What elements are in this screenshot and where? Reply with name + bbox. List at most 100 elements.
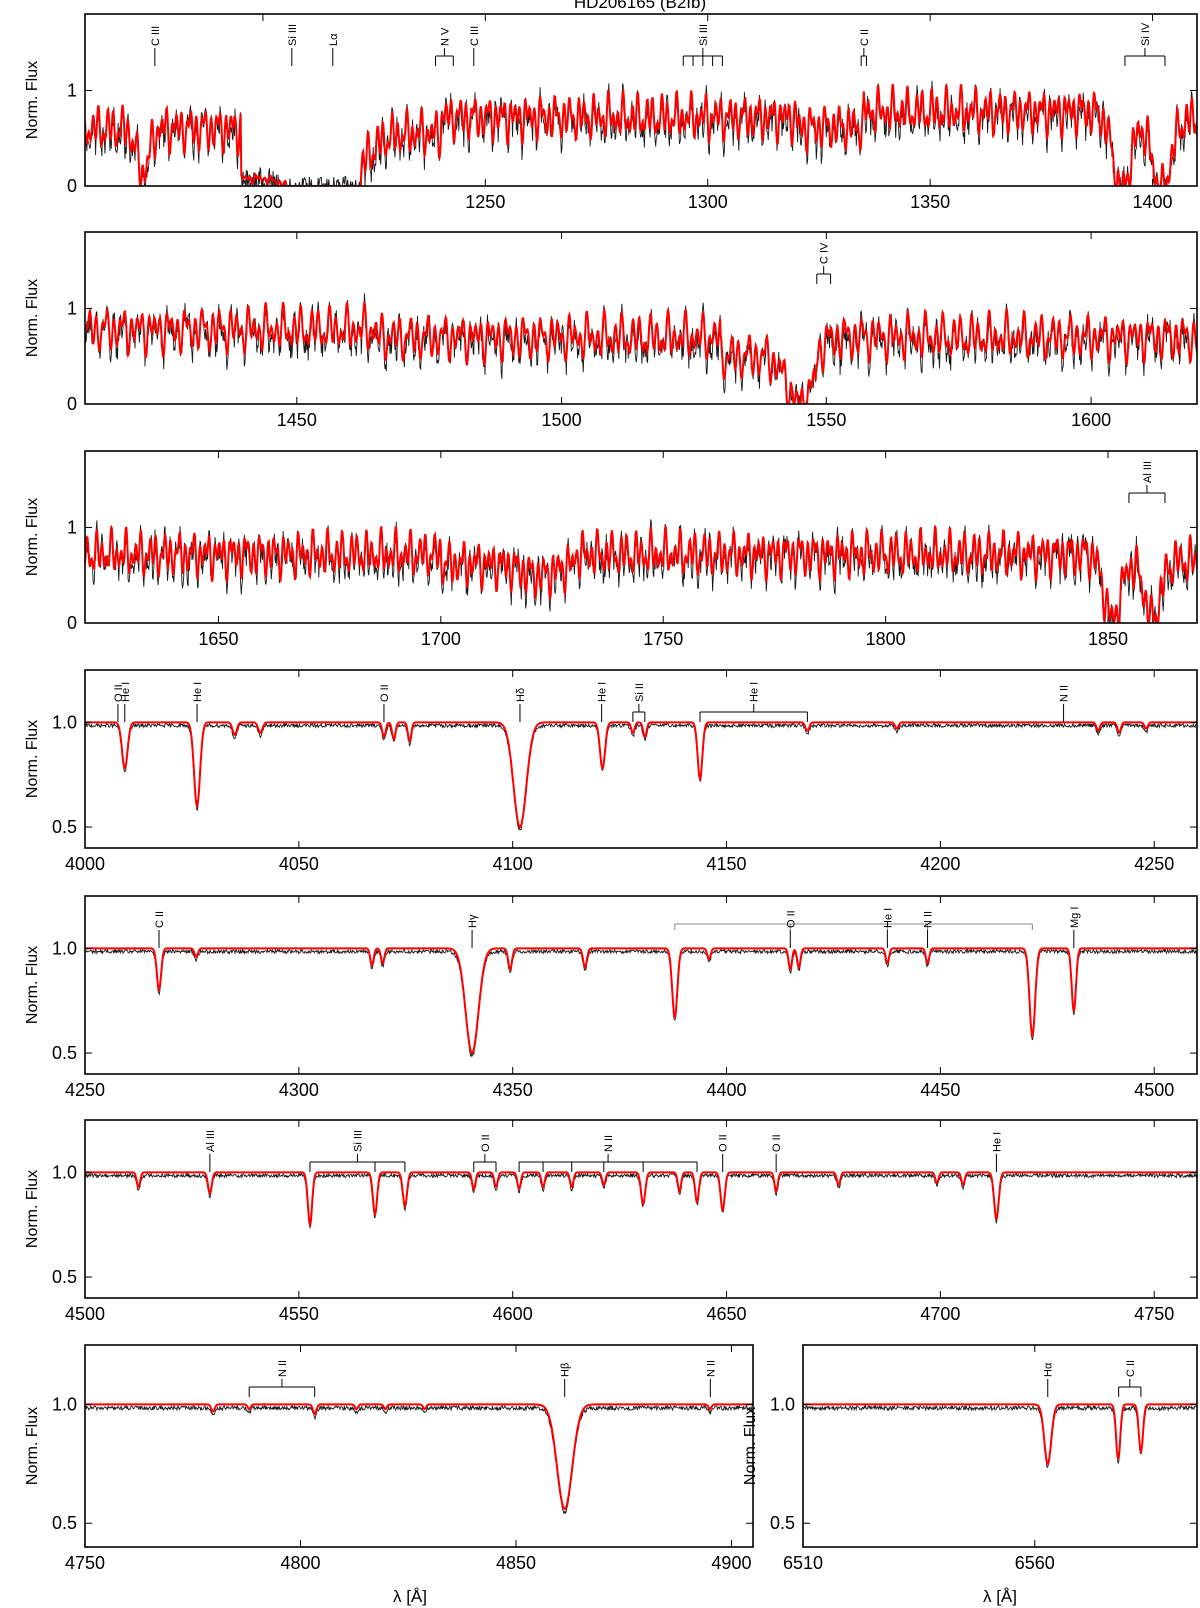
line-id-marker: He I [597,682,609,722]
x-tick-label: 4750 [1134,1304,1174,1324]
line-id-label: C II [154,911,166,928]
line-id-marker: Hδ [515,688,527,722]
line-id-label: Si III [698,24,710,46]
line-id-marker: N II [518,1135,698,1172]
model-spectrum-line [803,1403,1197,1466]
y-tick-label: 1.0 [52,1394,77,1414]
line-id-label: Hγ [467,914,479,928]
x-tick-label: 1750 [643,629,683,649]
x-tick-label: 1200 [243,192,283,212]
line-id-marker: He I [882,908,894,948]
x-tick-label: 6560 [1015,1553,1055,1573]
observed-spectrum-line [85,1171,1197,1230]
line-id-label: O II [771,1134,783,1152]
line-id-label: O II [379,684,391,702]
line-id-marker: C II [859,29,871,66]
x-tick-label: 4400 [707,1080,747,1100]
x-tick-label: 1550 [806,410,846,430]
panel-uv2: 1450 1500 1550 1600 0 1 Norm. Flux C IV [24,231,1198,430]
line-id-label: C III [469,26,481,46]
line-id-marker: N II [923,911,935,948]
x-tick-label: 4000 [65,854,105,874]
model-spectrum-line [85,1403,753,1510]
y-tick-label: 1 [67,80,77,100]
y-tick-label: 0 [67,613,77,633]
line-id-label: O II [113,684,125,702]
panel-opt5: 6510 6560 0.5 1.0 Norm. Flux Hα C II [742,1344,1198,1573]
y-tick-label: 0.5 [770,1513,795,1533]
model-spectrum-line [85,525,1197,623]
y-tick-label: 0.5 [52,1513,77,1533]
line-id-marker: O II [473,1134,497,1172]
line-id-label: O II [718,1134,730,1152]
y-tick-label: 0.5 [52,1043,77,1063]
x-tick-label: 4050 [279,854,319,874]
x-tick-label: 4500 [65,1304,105,1324]
plot-frame [84,669,1198,849]
line-id-label: Al III [205,1130,217,1152]
x-tick-label: 1800 [866,629,906,649]
line-id-marker: He I [120,682,132,722]
y-axis-label: Norm. Flux [24,498,41,576]
x-tick-label: 1350 [910,192,950,212]
line-id-marker: Al III [205,1130,217,1172]
x-tick-label: 1600 [1071,410,1111,430]
line-id-marker: C III [469,26,481,66]
line-id-label: Hδ [515,688,527,702]
observed-spectrum-line [85,293,1197,404]
line-id-label: Si III [287,24,299,46]
line-id-label: He I [882,908,894,928]
x-tick-label: 1400 [1132,192,1172,212]
line-id-label: N II [923,911,935,928]
x-tick-label: 1250 [465,192,505,212]
x-tick-label: 4500 [1134,1080,1174,1100]
line-id-marker: Si III [682,24,723,66]
model-spectrum-line [85,947,1197,1055]
line-id-label: O II [480,1134,492,1152]
x-axis-label-right: λ [Å] [983,1587,1017,1606]
plot-frame [84,1344,754,1548]
observed-spectrum-line [85,721,1197,831]
x-tick-label: 4200 [920,854,960,874]
line-id-marker: Al III [1128,461,1166,503]
line-id-marker: C II [1118,1360,1142,1397]
line-id-label: Lα [328,33,340,46]
line-id-label: He I [192,682,204,702]
line-id-marker: O II [771,1134,783,1172]
panel-opt1: 4000 4050 4100 4150 4200 4250 0.5 1.0 Norm. Flux… [24,669,1198,874]
x-tick-label: 4800 [280,1553,320,1573]
y-tick-label: 0.5 [52,817,77,837]
y-axis-label: Norm. Flux [742,1407,759,1485]
x-tick-label: 4150 [707,854,747,874]
line-id-marker: N II [1059,685,1071,722]
plot-frame [802,1344,1198,1548]
x-tick-label: 4650 [707,1304,747,1324]
x-tick-label: 6510 [783,1553,823,1573]
model-spectrum-line [85,1171,1197,1229]
y-tick-label: 1 [67,517,77,537]
y-axis-label: Norm. Flux [24,1407,41,1485]
line-id-label: He I [120,682,132,702]
y-axis-label: Norm. Flux [24,1170,41,1248]
y-axis-label: Norm. Flux [24,279,41,357]
x-axis-label-left: λ [Å] [393,1587,427,1606]
line-id-label: He I [991,1132,1003,1152]
line-id-label: N II [1059,685,1071,702]
x-tick-label: 1450 [277,410,317,430]
line-id-label: C III [150,26,162,46]
line-id-marker: O II [785,910,797,948]
x-tick-label: 4600 [493,1304,533,1324]
line-id-label: Si IV [1140,22,1152,46]
line-id-marker: N II [705,1360,717,1397]
plot-frame [84,13,1198,187]
line-id-label: Hα [1043,1362,1055,1377]
model-spectrum-line [85,83,1197,186]
line-id-marker: Si IV [1124,22,1166,66]
x-tick-label: 4450 [920,1080,960,1100]
line-id-marker: Si III [309,1130,406,1172]
panel-opt2: 4250 4300 4350 4400 4450 4500 0.5 1.0 Norm. Flux… [24,895,1198,1100]
line-id-marker: Si III [287,24,299,66]
y-tick-label: 1.0 [770,1394,795,1414]
line-id-label: Al III [1142,461,1154,483]
